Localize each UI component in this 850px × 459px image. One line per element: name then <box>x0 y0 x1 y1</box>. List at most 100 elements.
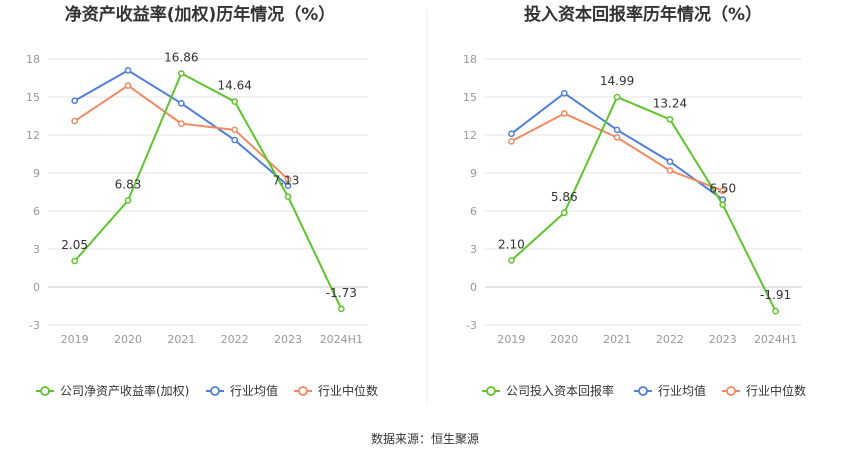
y-tick-label: 6 <box>470 205 477 218</box>
y-tick-label: 15 <box>26 91 40 104</box>
y-tick-label: -3 <box>466 319 477 332</box>
data-label: 14.64 <box>217 79 251 93</box>
data-point-avg <box>71 97 79 105</box>
data-point-median <box>124 82 132 89</box>
y-tick-label: 18 <box>463 53 477 66</box>
x-tick-label: 2023 <box>709 333 737 346</box>
legend-label: 行业中位数 <box>318 383 378 398</box>
data-point-company <box>71 257 79 265</box>
data-point-avg <box>560 89 568 97</box>
y-tick-label: 9 <box>33 167 40 180</box>
legend-label: 公司投入资本回报率 <box>506 383 614 398</box>
data-point-company <box>177 70 185 77</box>
data-point-avg <box>284 182 292 190</box>
data-point-company <box>124 197 132 204</box>
legend-label: 行业均值 <box>230 383 278 398</box>
y-tick-label: 3 <box>470 243 477 256</box>
data-label: 6.83 <box>115 177 142 191</box>
series-line-avg <box>74 69 289 187</box>
x-tick-label: 2021 <box>603 333 631 346</box>
data-point-company <box>772 307 779 315</box>
x-tick-label: 2022 <box>656 333 684 346</box>
data-point-company <box>337 305 345 313</box>
legend-item-median[interactable]: 行业中位数 <box>294 383 378 398</box>
roe-chart: 净资产收益率(加权)历年情况（%） 18 15 12 9 6 3 0 -3 2019 2020 20… <box>26 4 378 398</box>
legend-marker <box>40 386 50 396</box>
data-point-avg <box>666 158 674 165</box>
data-label: -1.91 <box>760 288 791 302</box>
legend-item-avg[interactable]: 行业均值 <box>206 383 278 398</box>
y-tick-label: 0 <box>470 281 477 294</box>
data-point-company <box>666 115 674 123</box>
series-line-avg <box>510 91 724 201</box>
legend-label: 行业中位数 <box>746 383 806 398</box>
data-point-median <box>508 137 515 145</box>
y-tick-label: 3 <box>33 243 40 256</box>
data-point-avg <box>124 67 132 74</box>
legend-marker <box>638 386 648 396</box>
data-point-median <box>71 117 79 125</box>
roe-chart-title: 净资产收益率(加权)历年情况（%） <box>65 4 336 25</box>
data-point-median <box>177 120 185 127</box>
data-point-median <box>284 175 292 183</box>
x-tick-label: 2020 <box>114 333 142 346</box>
data-point-company <box>719 201 727 209</box>
y-tick-label: 0 <box>33 281 40 294</box>
legend-marker <box>210 386 220 396</box>
legend-item-company[interactable]: 公司净资产收益率(加权) <box>36 383 189 398</box>
data-label: 5.86 <box>551 190 578 204</box>
x-tick-label: 2019 <box>497 333 525 346</box>
data-label: 2.05 <box>61 238 88 252</box>
series-line-company <box>510 95 777 312</box>
legend-item-median[interactable]: 行业中位数 <box>722 383 806 398</box>
data-label: 7.13 <box>273 174 300 188</box>
data-point-avg <box>508 130 515 138</box>
series-line-company <box>73 72 343 310</box>
data-point-median <box>719 187 727 195</box>
series-line-median <box>74 84 289 181</box>
data-point-median <box>560 110 568 117</box>
data-label: 13.24 <box>653 96 687 110</box>
data-point-company <box>613 93 621 101</box>
y-tick-label: 6 <box>33 205 40 218</box>
data-point-avg <box>177 99 185 107</box>
legend-marker <box>726 386 736 396</box>
data-point-avg <box>613 126 621 134</box>
x-tick-label: 2023 <box>274 333 302 346</box>
data-label: -1.73 <box>326 286 357 300</box>
data-label: 16.86 <box>164 50 198 64</box>
x-tick-label: 2022 <box>221 333 249 346</box>
x-tick-label: 2020 <box>550 333 578 346</box>
y-tick-label: 18 <box>26 53 40 66</box>
data-label: 2.10 <box>498 237 525 251</box>
x-tick-label: 2024H1 <box>754 333 797 346</box>
data-label: 14.99 <box>600 74 634 88</box>
legend-item-avg[interactable]: 行业均值 <box>634 383 706 398</box>
data-point-median <box>613 134 621 141</box>
x-tick-label: 2024H1 <box>320 333 363 346</box>
y-tick-label: 12 <box>26 129 40 142</box>
data-point-median <box>231 126 239 134</box>
y-tick-label: 15 <box>463 91 477 104</box>
legend-item-company[interactable]: 公司投入资本回报率 <box>482 383 614 398</box>
legend-marker <box>486 386 496 396</box>
y-tick-label: -3 <box>29 319 40 332</box>
data-source-note: 数据来源：恒生聚源 <box>371 431 479 446</box>
roic-chart-title: 投入资本回报率历年情况（%） <box>524 4 762 25</box>
data-point-avg <box>231 136 239 144</box>
data-point-company <box>508 257 515 264</box>
y-tick-label: 12 <box>463 129 477 142</box>
legend-label: 行业均值 <box>658 383 706 398</box>
roic-chart: 投入资本回报率历年情况（%） 18 15 12 9 6 3 0 -3 2019 2020 2021 2… <box>463 4 806 398</box>
legend-label: 公司净资产收益率(加权) <box>60 383 189 398</box>
legend-marker <box>298 386 308 396</box>
data-point-median <box>666 167 674 174</box>
data-point-company <box>284 193 292 201</box>
y-tick-label: 9 <box>470 167 477 180</box>
data-point-company <box>231 98 239 105</box>
x-tick-label: 2019 <box>61 333 89 346</box>
data-point-company <box>560 209 568 217</box>
x-tick-label: 2021 <box>167 333 195 346</box>
data-label: 6.50 <box>709 182 736 196</box>
